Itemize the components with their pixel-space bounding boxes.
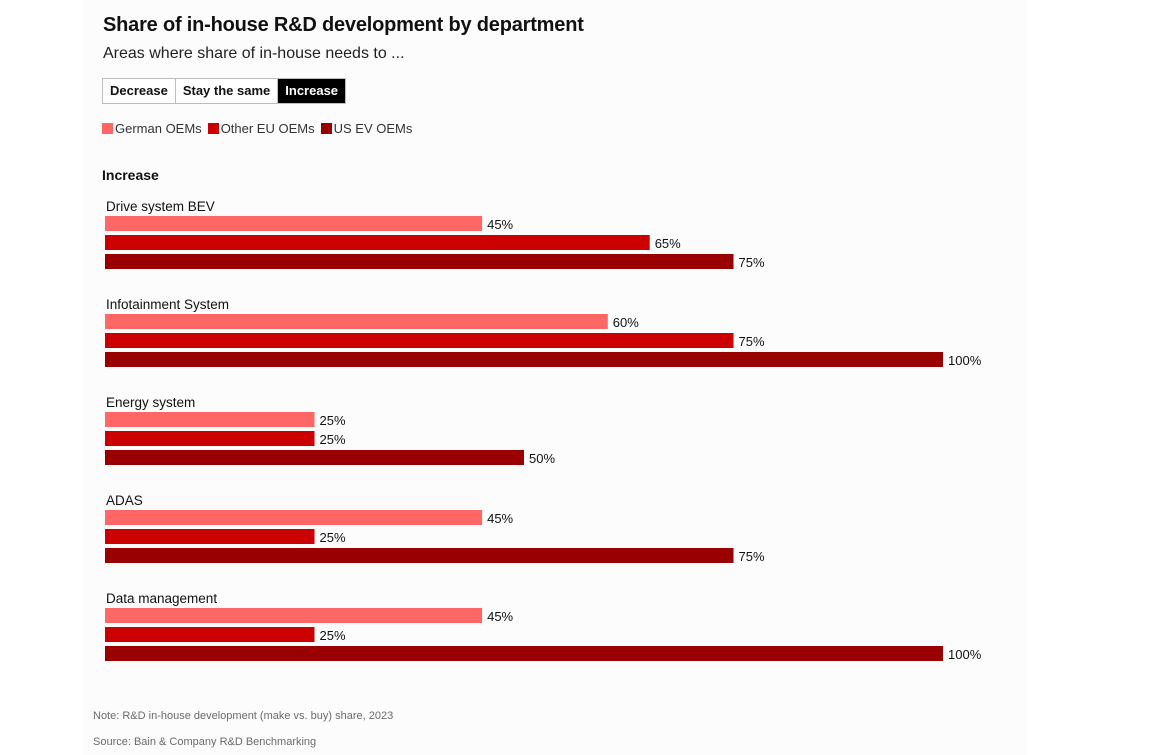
- chart-note: Note: R&D in-house development (make vs.…: [93, 710, 394, 722]
- value-label-adas-us-ev-oems: 75%: [739, 549, 765, 564]
- value-label-energy-system-other-eu-oems: 25%: [320, 432, 346, 447]
- value-label-drive-system-bev-other-eu-oems: 65%: [655, 236, 681, 251]
- toggle-increase[interactable]: Increase: [278, 79, 346, 103]
- value-label-infotainment-system-german-oems: 60%: [613, 315, 639, 330]
- legend-label-other-eu: Other EU OEMs: [220, 121, 315, 136]
- bar-drive-system-bev-us-ev-oems[interactable]: [105, 254, 734, 269]
- bar-adas-us-ev-oems[interactable]: [105, 548, 734, 563]
- value-label-data-management-german-oems: 45%: [487, 609, 513, 624]
- bar-infotainment-system-us-ev-oems[interactable]: [105, 352, 943, 367]
- chart-subtitle: Areas where share of in-house needs to .…: [103, 45, 405, 62]
- value-label-adas-german-oems: 45%: [487, 511, 513, 526]
- bar-energy-system-us-ev-oems[interactable]: [105, 450, 524, 465]
- bar-drive-system-bev-other-eu-oems[interactable]: [105, 235, 650, 250]
- bar-data-management-other-eu-oems[interactable]: [105, 627, 315, 642]
- section-label: Increase: [102, 167, 159, 183]
- bar-energy-system-other-eu-oems[interactable]: [105, 431, 315, 446]
- legend-swatch-us-ev: [320, 123, 332, 134]
- bar-infotainment-system-german-oems[interactable]: [105, 314, 608, 329]
- legend-swatch-other-eu: [207, 123, 219, 134]
- chart-title: Share of in-house R&D development by dep…: [103, 14, 584, 36]
- value-label-drive-system-bev-german-oems: 45%: [487, 217, 513, 232]
- value-label-data-management-other-eu-oems: 25%: [320, 628, 346, 643]
- value-label-infotainment-system-other-eu-oems: 75%: [739, 334, 765, 349]
- direction-toggle: Decrease Stay the same Increase: [102, 78, 347, 104]
- legend-label-german: German OEMs: [115, 121, 202, 136]
- category-label-data-management: Data management: [106, 591, 217, 606]
- legend: German OEMs Other EU OEMs US EV OEMs: [102, 121, 412, 136]
- legend-item-us-ev[interactable]: US EV OEMs: [320, 121, 413, 136]
- value-label-infotainment-system-us-ev-oems: 100%: [948, 353, 982, 368]
- bar-data-management-german-oems[interactable]: [105, 608, 483, 623]
- bar-infotainment-system-other-eu-oems[interactable]: [105, 333, 734, 348]
- legend-label-us-ev: US EV OEMs: [333, 121, 413, 136]
- bar-data-management-us-ev-oems[interactable]: [105, 646, 943, 661]
- legend-item-other-eu[interactable]: Other EU OEMs: [207, 121, 315, 136]
- toggle-decrease[interactable]: Decrease: [103, 79, 176, 103]
- value-label-adas-other-eu-oems: 25%: [320, 530, 346, 545]
- chart-source: Source: Bain & Company R&D Benchmarking: [93, 736, 317, 748]
- legend-swatch-german: [102, 123, 113, 134]
- value-label-data-management-us-ev-oems: 100%: [948, 647, 982, 662]
- bar-energy-system-german-oems[interactable]: [105, 412, 315, 427]
- bar-drive-system-bev-german-oems[interactable]: [105, 216, 483, 231]
- value-label-energy-system-us-ev-oems: 50%: [529, 451, 555, 466]
- category-label-energy-system: Energy system: [106, 395, 195, 410]
- category-label-adas: ADAS: [106, 493, 143, 508]
- value-label-drive-system-bev-us-ev-oems: 75%: [739, 255, 765, 270]
- category-label-infotainment-system: Infotainment System: [106, 297, 229, 312]
- bar-adas-german-oems[interactable]: [105, 510, 483, 525]
- bar-adas-other-eu-oems[interactable]: [105, 529, 315, 544]
- toggle-stay-the-same[interactable]: Stay the same: [176, 79, 279, 103]
- value-label-energy-system-german-oems: 25%: [320, 413, 346, 428]
- category-label-drive-system-bev: Drive system BEV: [106, 199, 215, 214]
- legend-item-german[interactable]: German OEMs: [102, 121, 202, 136]
